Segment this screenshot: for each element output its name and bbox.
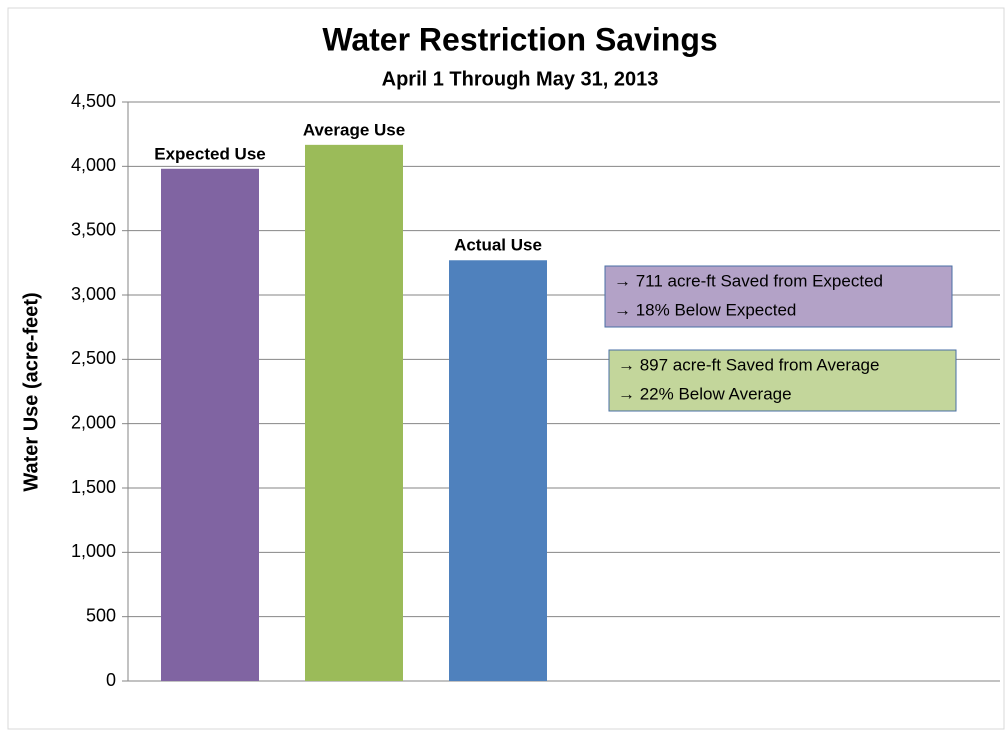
- y-tick-label: 1,000: [71, 541, 116, 561]
- chart-title: Water Restriction Savings: [322, 21, 717, 57]
- bar-label: Average Use: [303, 120, 405, 139]
- bar-label: Actual Use: [454, 236, 542, 255]
- chart-subtitle: April 1 Through May 31, 2013: [382, 68, 659, 90]
- bar-label: Expected Use: [154, 144, 266, 163]
- y-tick-label: 1,500: [71, 477, 116, 497]
- annotation-text: → 897 acre-ft Saved from Average: [618, 355, 879, 374]
- y-tick-label: 3,500: [71, 219, 116, 239]
- bar: [161, 168, 259, 681]
- y-tick-label: 2,000: [71, 412, 116, 432]
- y-tick-label: 500: [86, 605, 116, 625]
- y-tick-label: 2,500: [71, 348, 116, 368]
- annotation-text: → 22% Below Average: [618, 384, 792, 403]
- y-tick-label: 4,000: [71, 155, 116, 175]
- annotation-text: → 18% Below Expected: [614, 300, 796, 319]
- bar: [449, 260, 547, 681]
- y-tick-label: 0: [106, 670, 116, 690]
- annotation-text: → 711 acre-ft Saved from Expected: [614, 271, 883, 290]
- annotation-box: [608, 349, 957, 412]
- y-tick-label: 3,000: [71, 284, 116, 304]
- y-axis-label: Water Use (acre-feet): [20, 292, 42, 491]
- y-tick-label: 4,500: [71, 91, 116, 111]
- bar: [305, 144, 403, 681]
- annotation-box: [604, 265, 953, 328]
